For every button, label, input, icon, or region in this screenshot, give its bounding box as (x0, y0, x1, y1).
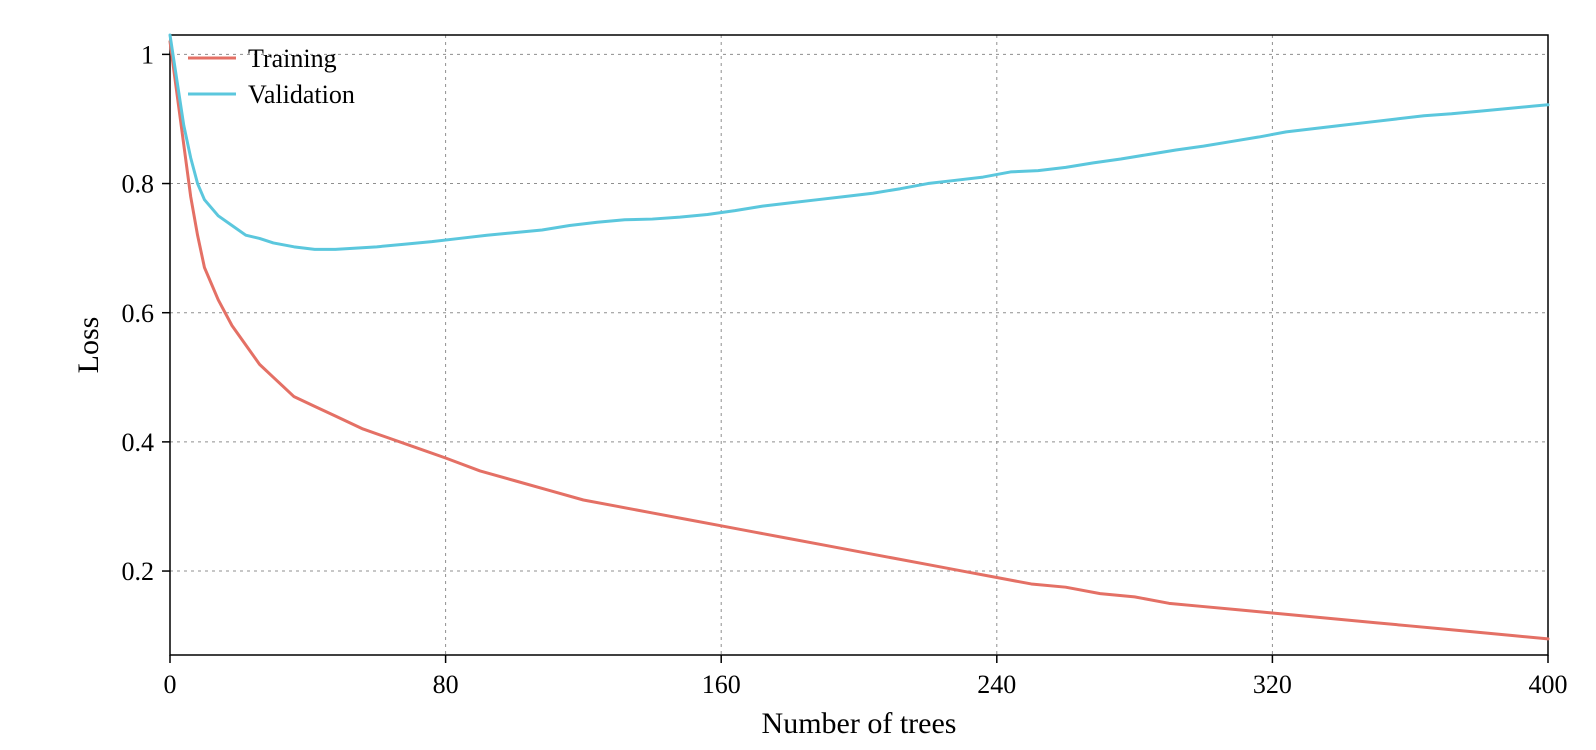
y-tick-label: 0.4 (122, 428, 155, 457)
legend-label: Training (248, 44, 337, 73)
legend-label: Validation (248, 80, 355, 109)
y-axis-label: Loss (72, 317, 105, 374)
loss-chart: 0 80 160 240 320 400 0.2 0.4 0.6 0.8 1 Number of tr… (0, 0, 1596, 750)
chart-svg: 0 80 160 240 320 400 0.2 0.4 0.6 0.8 1 Number of tr… (0, 0, 1596, 750)
x-tick-label: 320 (1253, 670, 1292, 699)
x-tick-label: 0 (164, 670, 177, 699)
y-tick-label: 0.6 (122, 299, 155, 328)
x-tick-label: 160 (702, 670, 741, 699)
x-tick-label: 400 (1529, 670, 1568, 699)
x-tick-label: 80 (433, 670, 459, 699)
y-tick-label: 1 (141, 40, 154, 69)
x-tick-label: 240 (977, 670, 1016, 699)
y-tick-label: 0.8 (122, 170, 155, 199)
y-tick-label: 0.2 (122, 557, 155, 586)
x-axis-label: Number of trees (762, 707, 957, 740)
